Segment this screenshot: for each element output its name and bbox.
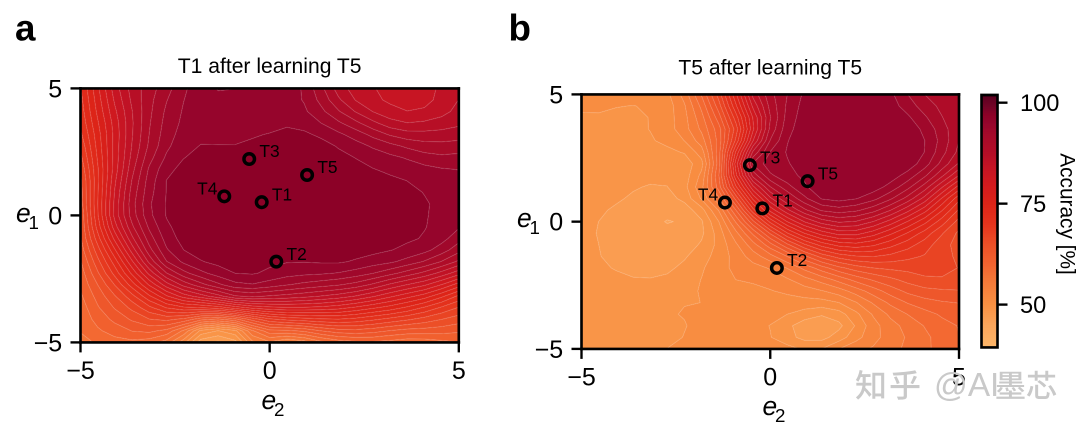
svg-text:5: 5	[549, 81, 563, 109]
svg-text:@AI: @AI	[934, 367, 999, 404]
svg-text:T2: T2	[286, 244, 306, 264]
svg-text:50: 50	[1020, 293, 1046, 319]
svg-text:5: 5	[452, 357, 466, 385]
svg-text:e: e	[262, 385, 277, 415]
svg-text:T3: T3	[259, 141, 279, 161]
svg-text:e: e	[763, 391, 778, 421]
svg-text:e: e	[517, 203, 532, 233]
svg-text:T5: T5	[818, 163, 838, 183]
svg-text:0: 0	[48, 202, 62, 230]
svg-text:5: 5	[952, 363, 966, 391]
svg-text:T4: T4	[698, 185, 719, 205]
svg-text:−5: −5	[34, 329, 63, 357]
svg-text:0: 0	[763, 363, 777, 391]
svg-text:100: 100	[1020, 91, 1059, 117]
svg-text:T4: T4	[197, 178, 218, 198]
svg-text:1: 1	[29, 212, 39, 233]
svg-text:a: a	[15, 8, 36, 49]
svg-text:−5: −5	[535, 336, 564, 364]
svg-text:75: 75	[1020, 192, 1046, 218]
svg-text:Accuracy [%]: Accuracy [%]	[1056, 153, 1079, 275]
svg-text:0: 0	[263, 357, 277, 385]
svg-text:2: 2	[274, 399, 284, 420]
svg-text:T1 after learning T5: T1 after learning T5	[178, 55, 362, 78]
svg-text:−5: −5	[567, 363, 596, 391]
svg-text:T5: T5	[317, 157, 337, 177]
svg-text:T3: T3	[760, 147, 780, 167]
svg-text:0: 0	[549, 209, 563, 237]
svg-text:T5 after learning T5: T5 after learning T5	[678, 56, 862, 79]
svg-text:b: b	[509, 8, 531, 49]
svg-text:T2: T2	[787, 250, 807, 270]
svg-text:e: e	[16, 198, 31, 228]
svg-text:T1: T1	[773, 191, 793, 211]
svg-text:T1: T1	[272, 184, 292, 204]
svg-text:5: 5	[48, 75, 62, 103]
svg-text:2: 2	[775, 405, 785, 426]
svg-text:1: 1	[529, 217, 539, 238]
svg-text:−5: −5	[66, 357, 95, 385]
